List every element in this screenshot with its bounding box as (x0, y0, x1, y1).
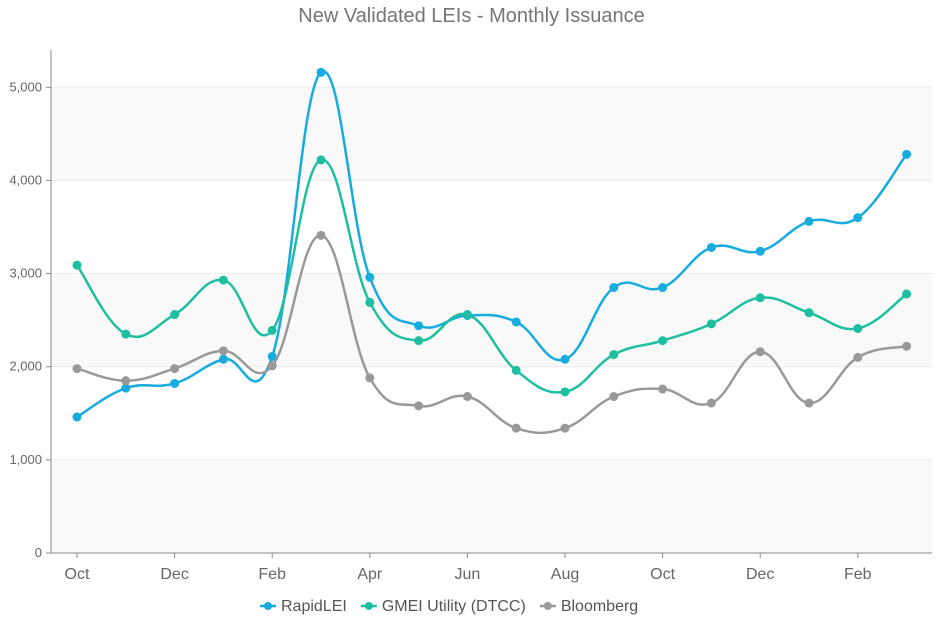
data-point (267, 325, 277, 335)
y-tick-label: 0 (35, 545, 42, 560)
grid-lines (51, 86, 932, 461)
data-point (316, 67, 326, 77)
plot-background (51, 87, 932, 553)
data-point (462, 392, 472, 402)
legend-marker-icon (364, 602, 373, 610)
data-point (365, 297, 375, 307)
data-point (511, 365, 521, 375)
series-lines (72, 67, 912, 435)
legend-item[interactable]: Bloomberg (539, 598, 638, 615)
data-point (72, 260, 82, 270)
data-point (267, 361, 277, 371)
y-tick-label: 4,000 (9, 172, 42, 187)
data-point (560, 354, 570, 364)
data-point (121, 329, 131, 339)
y-tick-label: 1,000 (9, 452, 42, 467)
data-point (414, 336, 424, 346)
data-point (853, 352, 863, 362)
y-tick-label: 2,000 (9, 359, 42, 374)
data-point (902, 149, 912, 159)
chart-title: New Validated LEIs - Monthly Issuance (298, 5, 644, 27)
data-point (804, 308, 814, 318)
plot-band (51, 87, 932, 181)
x-tick-label: Dec (746, 566, 774, 583)
x-tick-label: Oct (650, 566, 675, 583)
data-point (511, 317, 521, 327)
legend[interactable]: RapidLEI GMEI Utility (DTCC) Bloomberg (260, 598, 638, 615)
y-tick-label: 3,000 (9, 266, 42, 281)
data-point (218, 354, 228, 364)
x-tick-label: Jun (455, 566, 481, 583)
data-point (560, 387, 570, 397)
legend-label: GMEI Utility (DTCC) (382, 598, 526, 615)
data-point (706, 319, 716, 329)
legend-item[interactable]: RapidLEI (260, 598, 347, 615)
data-point (902, 289, 912, 299)
x-tick-label: Feb (258, 566, 286, 583)
data-point (609, 350, 619, 360)
data-point (609, 283, 619, 293)
plot-band (51, 273, 932, 367)
data-point (365, 373, 375, 383)
legend-label: Bloomberg (561, 598, 638, 615)
data-point (755, 347, 765, 357)
data-point (121, 376, 131, 386)
data-point (170, 364, 180, 374)
data-point (316, 230, 326, 240)
data-point (658, 283, 668, 293)
data-point (560, 423, 570, 433)
data-point (414, 401, 424, 411)
data-point (706, 242, 716, 252)
x-axis-ticks: Oct Dec Feb Apr Jun Aug Oct Dec Feb (65, 553, 872, 583)
series-2 (72, 230, 912, 435)
y-tick-label: 5,000 (9, 79, 42, 94)
data-point (658, 384, 668, 394)
data-point (902, 341, 912, 351)
data-point (658, 336, 668, 346)
y-axis-ticks: 0 1,000 2,000 3,000 4,000 5,000 (9, 79, 51, 560)
data-point (316, 155, 326, 165)
data-point (804, 216, 814, 226)
data-point (853, 324, 863, 334)
x-tick-label: Dec (160, 566, 188, 583)
data-point (72, 364, 82, 374)
data-point (804, 398, 814, 408)
data-point (218, 275, 228, 285)
data-point (170, 310, 180, 320)
data-point (511, 423, 521, 433)
data-point (365, 272, 375, 282)
series-1 (72, 155, 912, 397)
x-tick-label: Aug (551, 566, 579, 583)
data-point (121, 383, 131, 393)
legend-marker-icon (543, 602, 552, 610)
data-point (462, 310, 472, 320)
legend-item[interactable]: GMEI Utility (DTCC) (360, 598, 526, 615)
x-tick-label: Feb (844, 566, 872, 583)
data-point (609, 392, 619, 402)
data-point (414, 321, 424, 331)
data-point (755, 246, 765, 256)
data-point (267, 351, 277, 361)
x-tick-label: Apr (357, 566, 383, 583)
data-point (853, 213, 863, 223)
x-tick-label: Oct (65, 566, 90, 583)
data-point (170, 378, 180, 388)
data-point (218, 346, 228, 356)
plot-band (51, 459, 932, 553)
axes (50, 50, 932, 554)
data-point (755, 293, 765, 303)
data-point (72, 412, 82, 422)
legend-marker-icon (264, 602, 272, 610)
legend-label: RapidLEI (281, 598, 347, 615)
data-point (706, 398, 716, 408)
